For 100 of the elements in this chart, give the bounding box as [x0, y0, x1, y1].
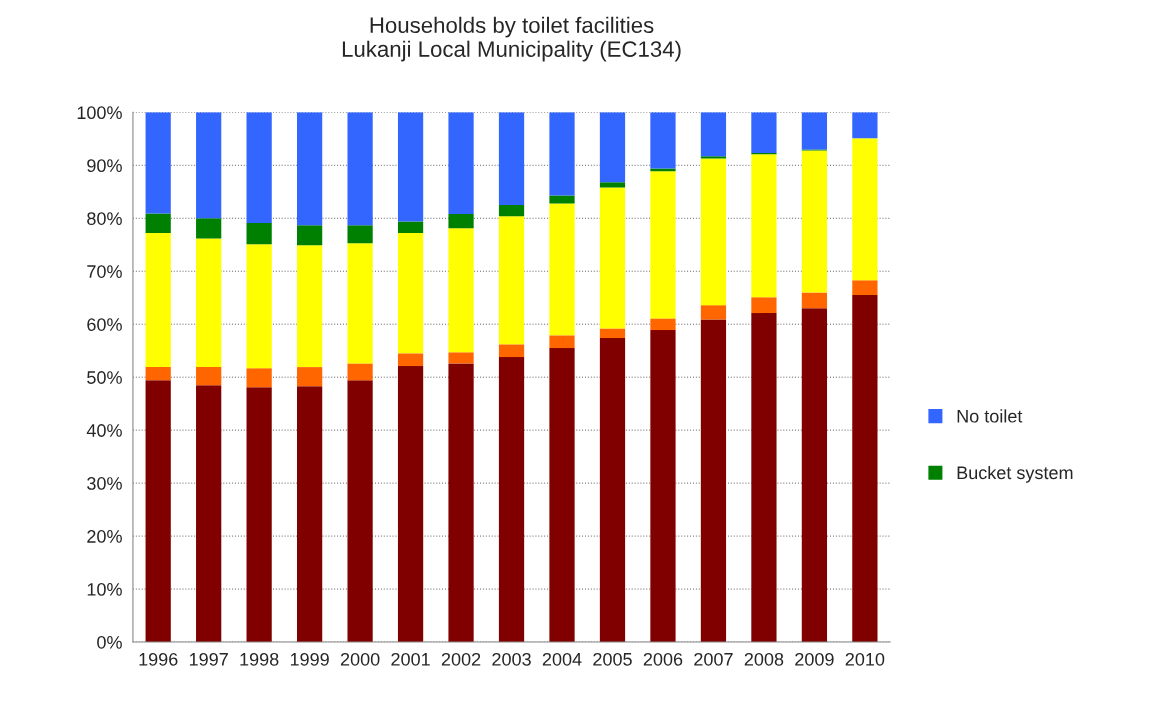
- legend-label: Bucket system: [957, 465, 1073, 483]
- bar: [196, 218, 222, 239]
- bar: [700, 305, 727, 320]
- bar: [852, 280, 878, 296]
- x-tick-label: 2010: [845, 652, 885, 666]
- x-tick-label: 2005: [593, 652, 632, 666]
- bar: [549, 348, 575, 643]
- bar: [145, 213, 171, 234]
- bar: [751, 297, 777, 314]
- bar: [347, 380, 373, 643]
- bar: [196, 367, 222, 386]
- y-tick-label: 10%: [87, 583, 122, 596]
- bar: [297, 367, 323, 387]
- bar: [448, 214, 474, 229]
- y-tick-label: 100%: [77, 106, 122, 120]
- bar: [599, 337, 626, 643]
- bar: [498, 344, 525, 358]
- bar: [145, 233, 171, 368]
- x-tick-label: 1997: [189, 652, 228, 666]
- bar: [700, 319, 727, 643]
- bar: [599, 182, 626, 188]
- bar: [397, 112, 424, 222]
- bar: [196, 385, 222, 643]
- x-tick-label: 1996: [139, 652, 178, 666]
- bar: [145, 380, 171, 643]
- bar: [498, 216, 525, 345]
- x-tick-label: 2002: [441, 652, 481, 666]
- bar: [852, 138, 878, 281]
- bar: [801, 150, 828, 293]
- bar: [297, 386, 323, 643]
- bar: [145, 367, 171, 381]
- bar: [397, 366, 424, 643]
- bar: [498, 205, 525, 217]
- bar: [751, 154, 777, 298]
- bar: [448, 363, 474, 643]
- bar: [297, 225, 323, 246]
- y-tick-label: 20%: [87, 530, 122, 543]
- bar: [801, 308, 828, 643]
- bar: [498, 357, 525, 643]
- y-tick-label: 70%: [87, 265, 122, 278]
- bar: [448, 228, 474, 353]
- bar: [397, 353, 424, 367]
- bar: [347, 225, 373, 244]
- bar: [246, 387, 272, 643]
- bar: [801, 112, 828, 150]
- x-tick-label: 2003: [492, 652, 531, 666]
- bar: [196, 238, 222, 368]
- bar: [852, 295, 878, 643]
- y-tick-label: 0%: [97, 635, 122, 649]
- x-tick-label: 2009: [795, 652, 834, 666]
- bar: [246, 244, 272, 369]
- bar: [347, 243, 373, 364]
- y-tick-label: 50%: [87, 371, 122, 384]
- bar: [196, 112, 222, 219]
- bar: [448, 112, 474, 215]
- x-tick-label: 2000: [340, 652, 380, 666]
- bar: [397, 221, 424, 234]
- y-tick-label: 40%: [86, 424, 122, 437]
- bar: [650, 171, 676, 319]
- y-tick-label: 30%: [87, 477, 122, 490]
- bar: [246, 368, 272, 388]
- legend-label: No toilet: [957, 409, 1023, 423]
- bar: [700, 112, 727, 157]
- bar: [700, 156, 727, 159]
- bar: [549, 335, 575, 349]
- bar: [246, 223, 272, 245]
- bar: [599, 187, 626, 329]
- x-tick-label: 2004: [542, 652, 582, 666]
- bar: [650, 112, 676, 169]
- bar: [246, 112, 272, 224]
- bar: [650, 318, 676, 331]
- bar: [751, 313, 777, 643]
- bar: [145, 112, 171, 214]
- x-tick-label: 2008: [744, 652, 784, 666]
- bar: [549, 195, 575, 204]
- chart-title: Households by toilet facilities Lukanji Local Municipality (EC134): [342, 16, 681, 62]
- bar: [297, 112, 323, 226]
- bar: [397, 233, 424, 354]
- bar: [549, 203, 575, 336]
- x-tick-label: 1998: [240, 652, 279, 666]
- bar: [751, 112, 777, 154]
- x-tick-label: 1999: [290, 652, 329, 666]
- y-tick-label: 60%: [87, 318, 122, 331]
- x-tick-label: 2001: [391, 652, 430, 666]
- bar: [599, 328, 626, 338]
- bar: [549, 112, 575, 196]
- bar: [297, 245, 323, 368]
- bar: [650, 168, 676, 172]
- bar: [852, 112, 878, 139]
- bar: [801, 292, 828, 309]
- bar: [448, 352, 474, 364]
- bar: [347, 363, 373, 381]
- bar: [347, 112, 373, 226]
- x-tick-label: 2007: [694, 652, 733, 666]
- bar: [650, 330, 676, 643]
- bar: [498, 112, 525, 206]
- bar: [700, 158, 727, 306]
- y-tick-label: 80%: [87, 212, 122, 225]
- bar: [599, 112, 626, 183]
- x-tick-label: 2006: [643, 652, 683, 666]
